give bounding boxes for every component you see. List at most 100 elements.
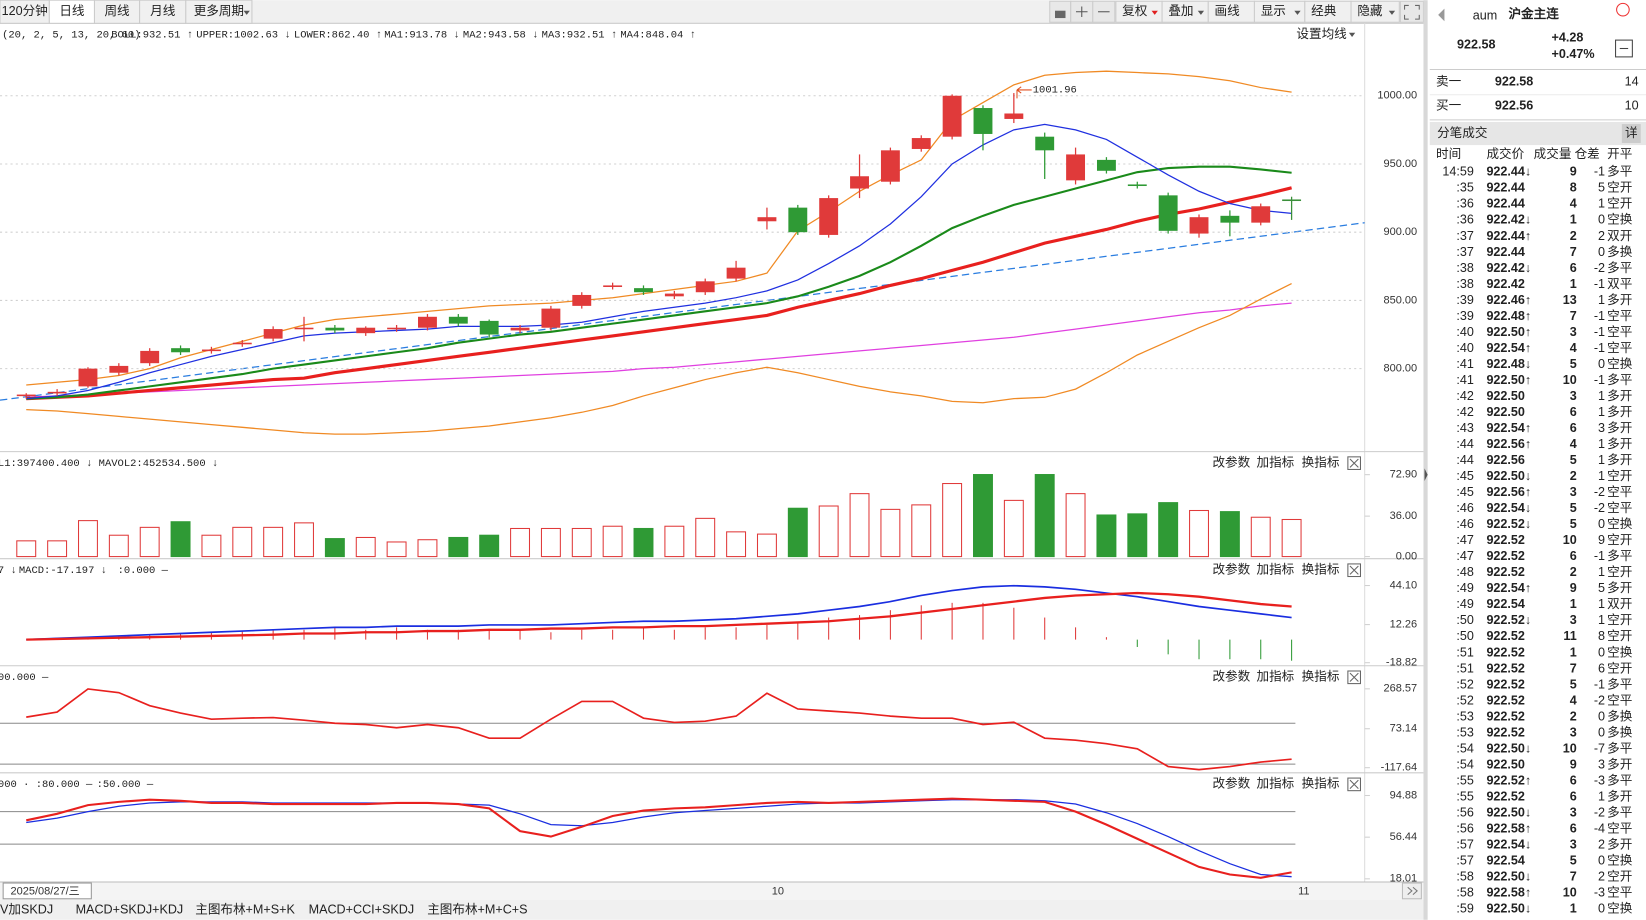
- trade-diff: 0: [1598, 517, 1605, 531]
- trade-type: 多平: [1607, 165, 1632, 179]
- trade-time: :46: [1456, 501, 1474, 515]
- candle-body: [232, 342, 252, 345]
- volume-bar: [818, 505, 839, 558]
- panel-button[interactable]: 加指标: [1257, 563, 1295, 577]
- trade-type: 多平: [1607, 741, 1632, 755]
- trade-time: :49: [1456, 581, 1474, 595]
- trade-type: 空开: [1607, 629, 1632, 643]
- trade-diff: 1: [1598, 405, 1605, 419]
- trade-diff: -1: [1594, 341, 1605, 355]
- y-tick-label: 268.57: [1383, 683, 1417, 695]
- trades-detail[interactable]: 详: [1625, 126, 1638, 140]
- trade-type: 多开: [1607, 757, 1632, 771]
- candle-body: [325, 327, 345, 331]
- volume-bar: [695, 517, 716, 558]
- x-date: 2025/08/27/三: [10, 885, 79, 897]
- panel-button[interactable]: 加指标: [1257, 670, 1295, 684]
- candle-body: [387, 327, 407, 330]
- candle-body: [572, 294, 592, 306]
- trade-price: 922.52↓: [1486, 613, 1531, 627]
- trade-volume: 3: [1570, 838, 1577, 852]
- volume-bar: [77, 520, 98, 558]
- panel-button[interactable]: 改参数: [1212, 563, 1250, 577]
- settings-button[interactable]: 设置均线: [1296, 27, 1347, 41]
- tab[interactable]: [185, 0, 253, 24]
- bottom-tab[interactable]: 主图布林+M+S+K: [195, 903, 295, 917]
- trade-type: 空开: [1607, 469, 1632, 483]
- x-tick-label: 10: [772, 885, 784, 897]
- tool-label: 经典: [1311, 4, 1337, 18]
- candle-body: [78, 368, 98, 387]
- trade-time: :43: [1456, 421, 1474, 435]
- volume-bar: [479, 534, 500, 558]
- trade-time: :53: [1456, 725, 1474, 739]
- panel-legend: :0.000 —: [118, 565, 169, 577]
- trade-volume: 10: [1563, 886, 1577, 900]
- trade-type: 空换: [1607, 902, 1633, 916]
- trade-price: 922.50↓: [1486, 805, 1531, 819]
- trade-type: 空平: [1607, 485, 1632, 499]
- volume-bar: [1003, 499, 1024, 558]
- indicator-line: [26, 282, 1292, 435]
- candle-body: [1251, 206, 1271, 223]
- panel-button[interactable]: 改参数: [1212, 670, 1250, 684]
- trade-type: 双开: [1607, 229, 1632, 243]
- close-icon: [1349, 565, 1359, 575]
- trade-volume: 6: [1570, 821, 1577, 835]
- trade-time: :57: [1456, 854, 1474, 868]
- panel-button[interactable]: 改参数: [1212, 777, 1250, 791]
- trade-volume: 2: [1570, 229, 1577, 243]
- trade-price: 922.42↓: [1486, 261, 1531, 275]
- y-tick-label: 800.00: [1383, 363, 1417, 375]
- fullscreen[interactable]: [1399, 0, 1424, 23]
- panel-button[interactable]: 换指标: [1302, 777, 1340, 791]
- trade-type: 空平: [1607, 886, 1632, 900]
- panel-legend: MAVOL2:452534.500 ↓: [99, 458, 219, 470]
- volume-bar: [47, 540, 68, 558]
- legend-entry: UPPER:1002.63 ↓: [196, 30, 290, 42]
- trade-price: 922.52↓: [1486, 517, 1531, 531]
- trade-price: 922.54↑: [1486, 341, 1531, 355]
- trade-type: 空换: [1607, 645, 1633, 659]
- detail-button[interactable]: [1621, 124, 1641, 143]
- panel-button[interactable]: 换指标: [1302, 563, 1340, 577]
- plus-icon: [1075, 6, 1088, 18]
- trade-type: 多平: [1607, 805, 1632, 819]
- trade-diff: -3: [1594, 773, 1605, 787]
- trade-price: 922.50↓: [1486, 469, 1531, 483]
- candle-body: [850, 176, 869, 189]
- trade-price: 922.50: [1486, 389, 1524, 403]
- panel-button[interactable]: 加指标: [1257, 455, 1295, 469]
- tab-label: 周线: [104, 4, 130, 18]
- trade-volume: 1: [1570, 645, 1577, 659]
- panel-button[interactable]: 换指标: [1302, 670, 1340, 684]
- candle-body: [1004, 113, 1024, 119]
- volume-bar: [726, 531, 747, 558]
- trade-type: 多平: [1607, 373, 1632, 387]
- trade-price: 922.54: [1486, 854, 1524, 868]
- prev-button[interactable]: [1438, 8, 1445, 22]
- panel-button[interactable]: 加指标: [1257, 777, 1295, 791]
- trade-diff: 0: [1598, 902, 1605, 916]
- panel-button[interactable]: 改参数: [1212, 455, 1250, 469]
- candle-body: [263, 329, 283, 339]
- trade-diff: -1: [1594, 309, 1605, 323]
- y-tick-label: 36.00: [1390, 510, 1418, 522]
- trade-type: 空平: [1607, 693, 1632, 707]
- collapse-arrow[interactable]: [1424, 468, 1428, 481]
- bottom-tab[interactable]: MACD+CCI+SKDJ: [309, 903, 415, 917]
- tool-button[interactable]: [1350, 0, 1400, 23]
- bottom-tab[interactable]: 主图布林+M+C+S: [427, 903, 527, 917]
- tool-label: 隐藏: [1357, 4, 1383, 18]
- bottom-tab[interactable]: V加SKDJ: [0, 903, 53, 917]
- trade-volume: 3: [1570, 389, 1577, 403]
- panel-button[interactable]: 换指标: [1302, 455, 1340, 469]
- params: (20, 2, 5, 13, 20, 60): [2, 30, 140, 42]
- volume-bar: [1281, 518, 1302, 558]
- last-price: 922.58: [1457, 38, 1495, 52]
- bottom-tab[interactable]: MACD+SKDJ+KDJ: [76, 903, 184, 917]
- volume-bar: [1250, 516, 1271, 558]
- trade-volume: 10: [1563, 533, 1577, 547]
- dropdown-icon: [1348, 32, 1356, 37]
- trade-volume: 6: [1570, 549, 1577, 563]
